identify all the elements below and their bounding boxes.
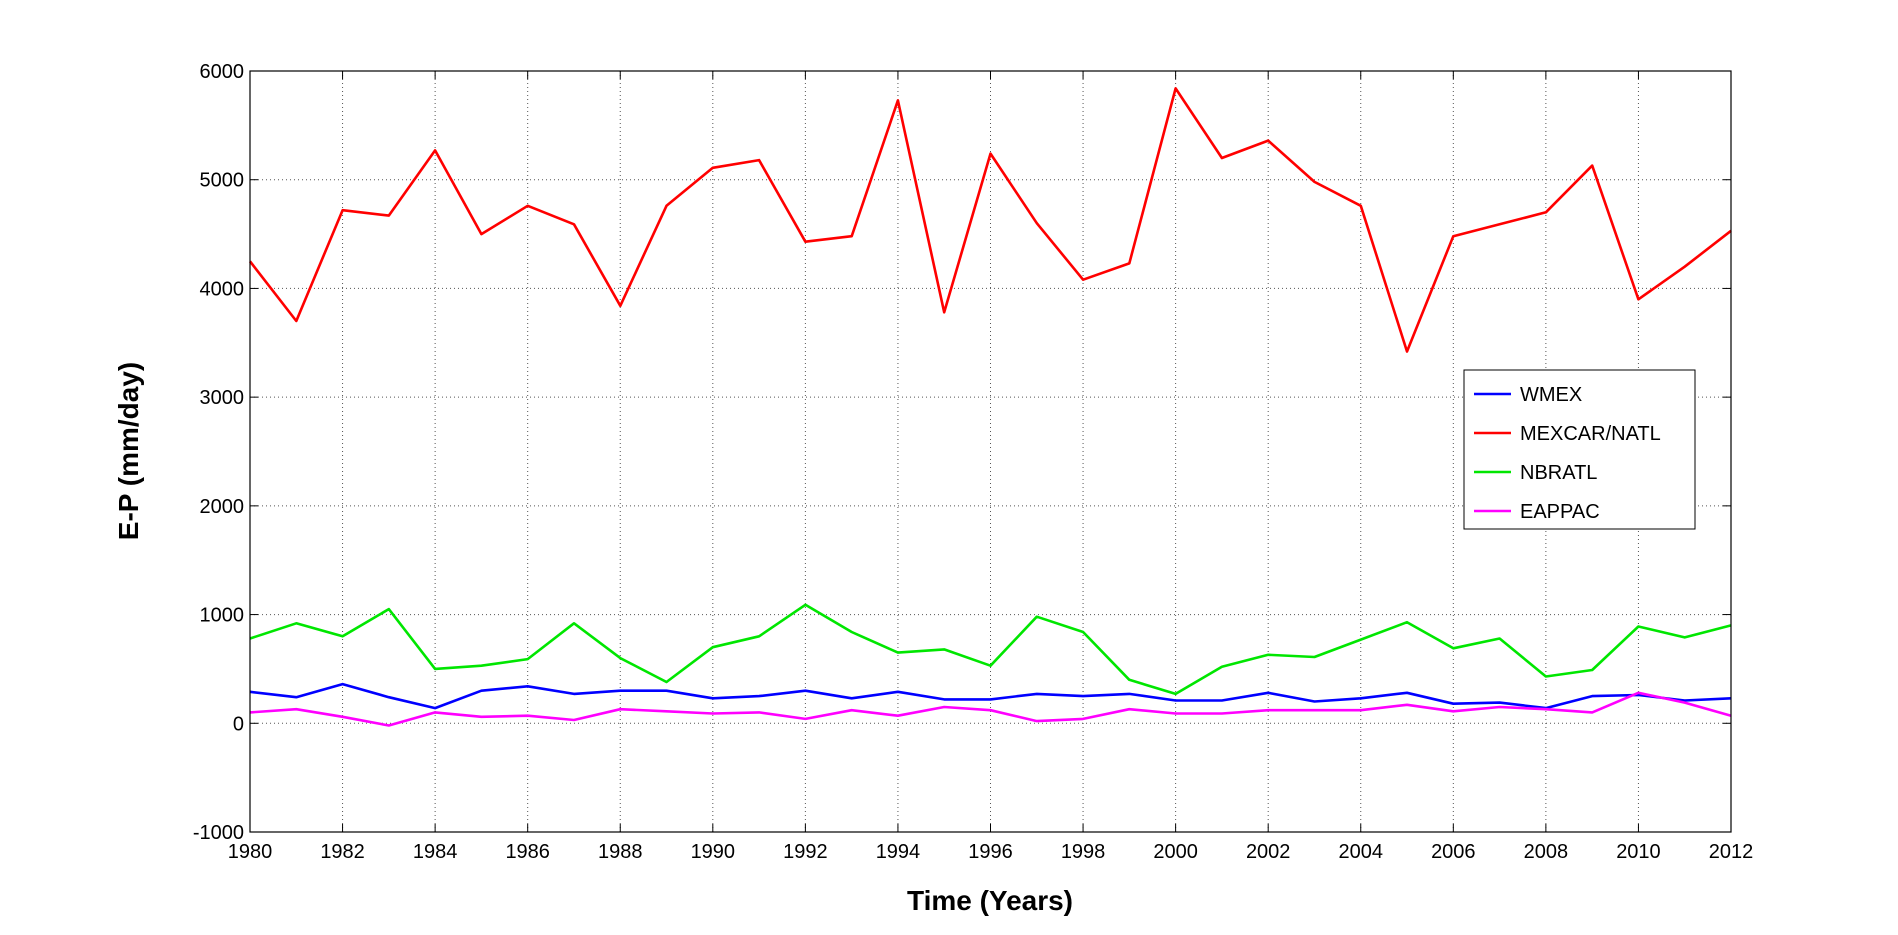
x-tick-label: 2004 [1339, 841, 1384, 863]
y-tick-label: 3000 [200, 387, 245, 409]
y-axis-title: E-P (mm/day) [113, 362, 144, 540]
series-line-nbratl [249, 603, 1732, 696]
series-line-mexcar-natl [248, 87, 1732, 353]
ticks: 1980 1982 1984 1986 1988 1990 1992 1994 1996 1998… [193, 61, 1753, 863]
x-tick-label: 1998 [1061, 841, 1106, 863]
legend: WMEX MEXCAR/NATL NBRATL EAPPAC [1463, 369, 1696, 530]
series-lines [248, 87, 1732, 727]
x-tick-label: 2010 [1616, 841, 1661, 863]
legend-label-wmex: WMEX [1520, 384, 1582, 406]
x-tick-label: 2006 [1431, 841, 1476, 863]
y-tick-label: 0 [233, 713, 244, 735]
x-tick-label: 2002 [1246, 841, 1291, 863]
x-tick-label: 1990 [691, 841, 736, 863]
y-tick-label: -1000 [193, 822, 244, 844]
x-tick-label: 2008 [1524, 841, 1569, 863]
x-tick-label: 1986 [505, 841, 550, 863]
x-axis-title: Time (Years) [907, 885, 1073, 916]
series-line-wmex [249, 682, 1732, 710]
legend-label-nbratl: NBRATL [1520, 462, 1597, 484]
x-tick-label: 1982 [320, 841, 365, 863]
legend-label-eappac: EAPPAC [1520, 501, 1600, 523]
y-tick-label: 6000 [200, 61, 245, 83]
x-tick-label: 2012 [1709, 841, 1754, 863]
y-tick-label: 4000 [200, 278, 245, 300]
y-tick-label: 2000 [200, 496, 245, 518]
x-tick-label: 1996 [968, 841, 1013, 863]
x-tick-label: 1988 [598, 841, 643, 863]
legend-box [1463, 369, 1696, 530]
x-tick-label: 1992 [783, 841, 828, 863]
y-tick-label: 5000 [200, 170, 245, 192]
x-tick-label: 2000 [1153, 841, 1198, 863]
x-tick-label: 1994 [876, 841, 921, 863]
x-tick-label: 1980 [228, 841, 273, 863]
legend-label-mexcar-natl: MEXCAR/NATL [1520, 423, 1661, 445]
series-line-eappac [249, 691, 1732, 727]
x-tick-label: 1984 [413, 841, 458, 863]
y-tick-label: 1000 [200, 605, 245, 627]
